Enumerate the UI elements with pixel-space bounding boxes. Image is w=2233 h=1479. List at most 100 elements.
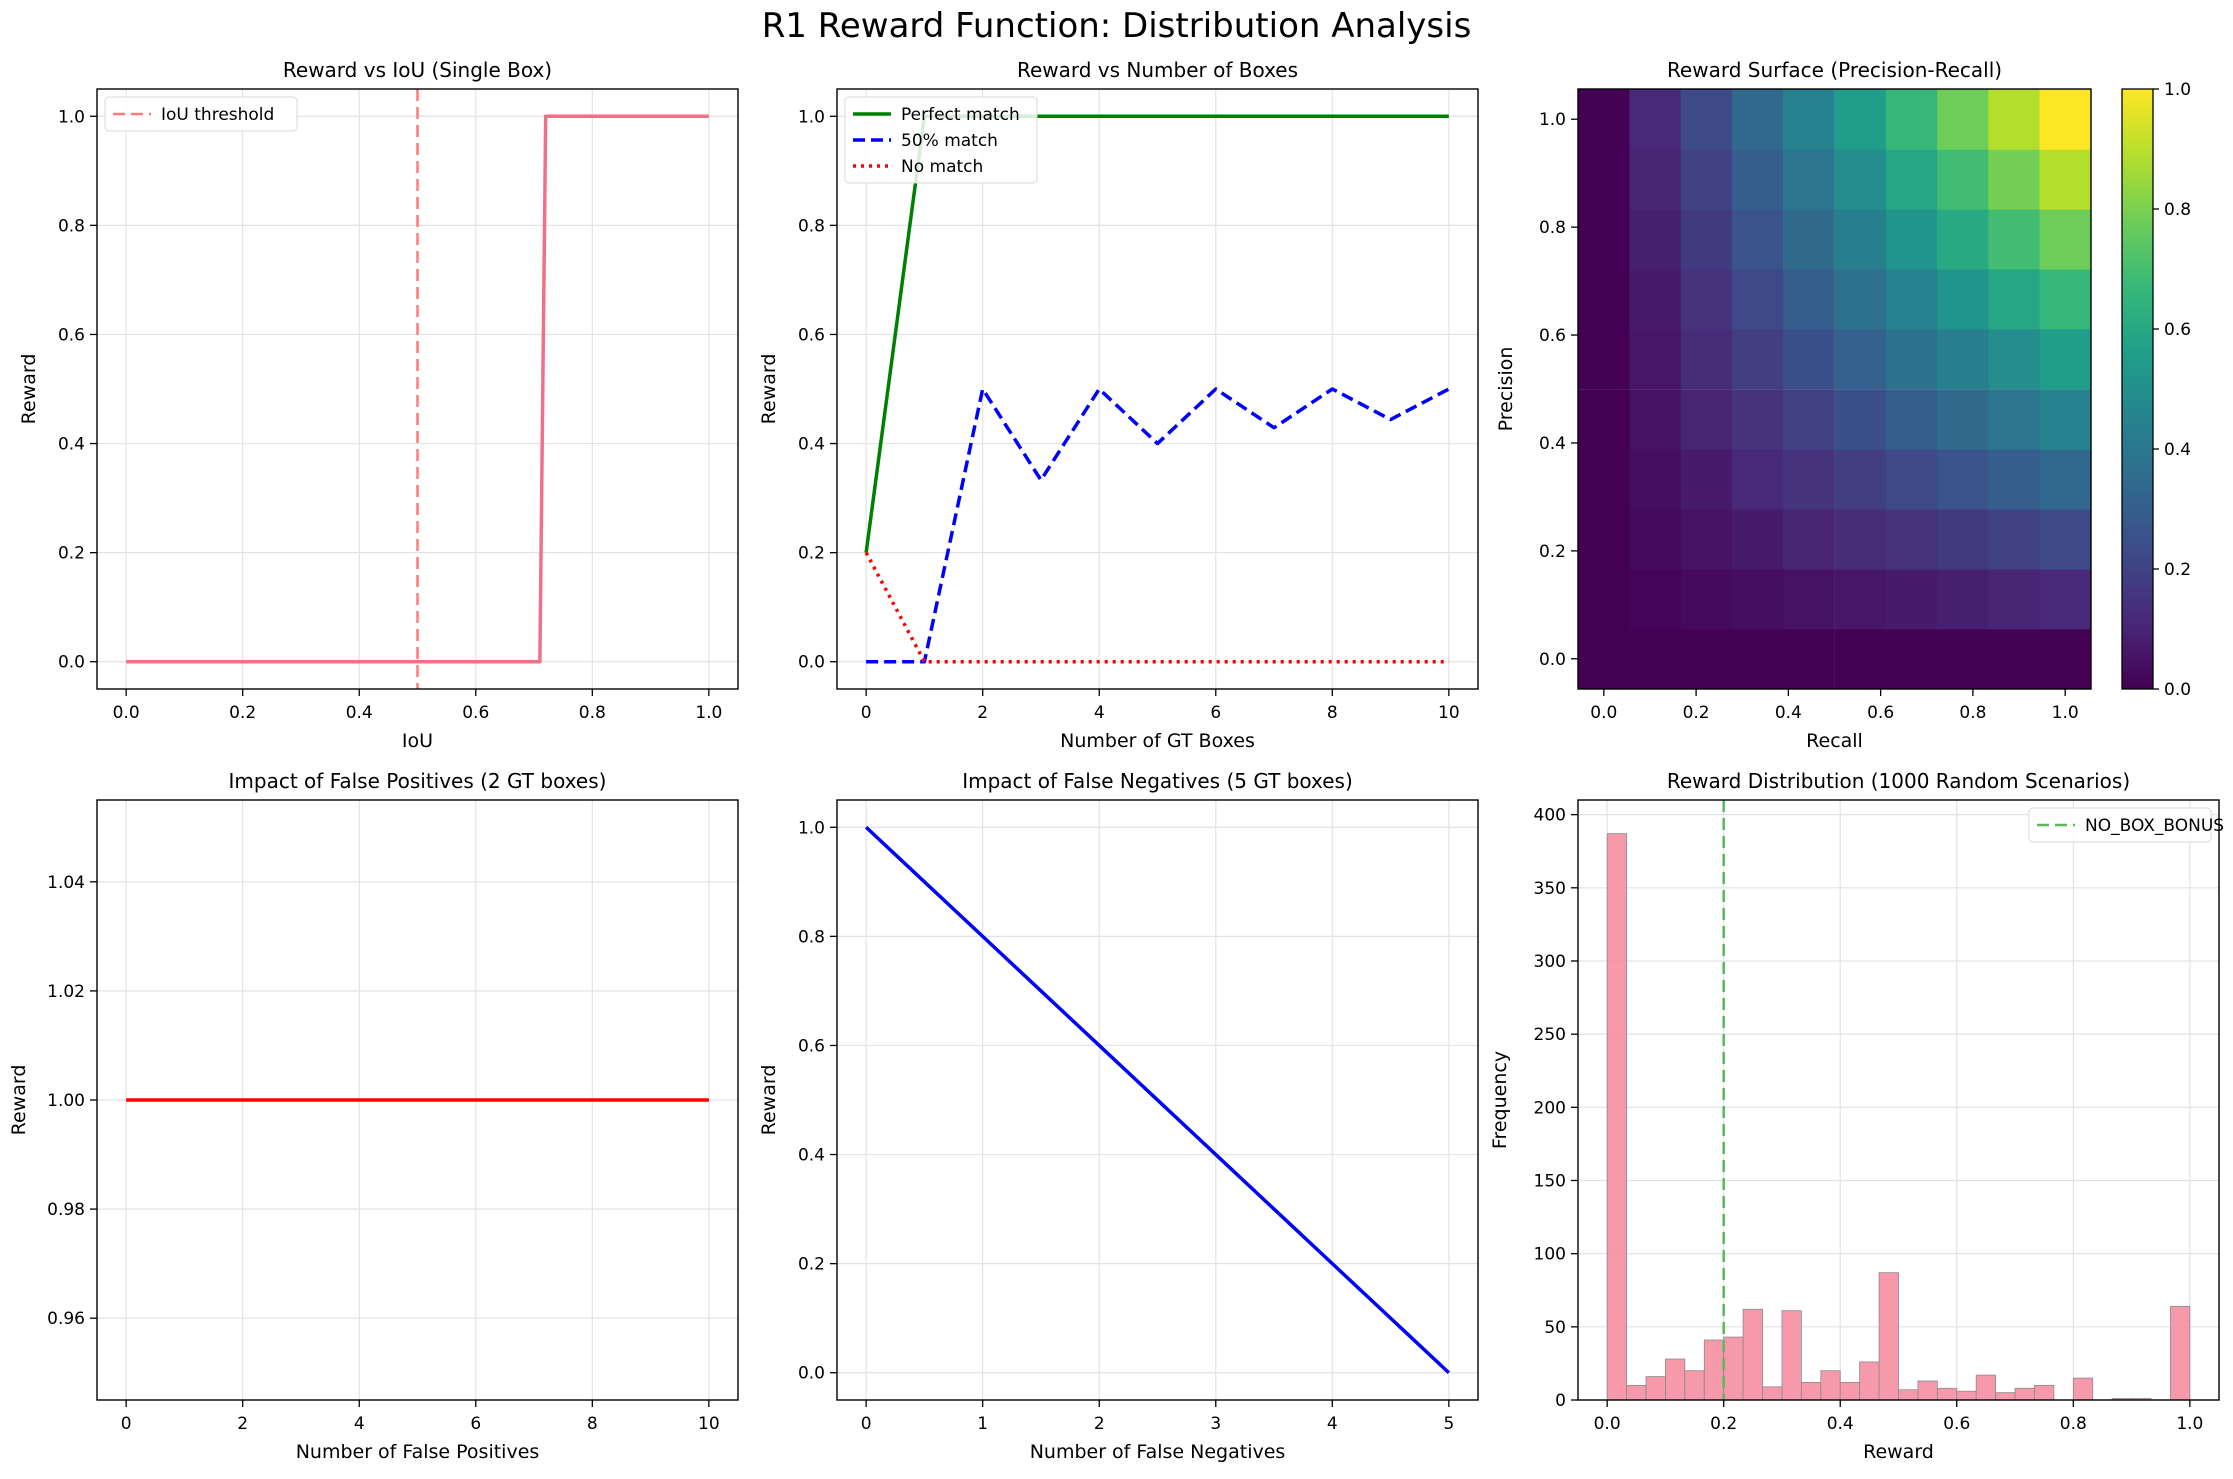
y-tick-label: 0.2: [1539, 542, 1566, 562]
histogram-bar: [2034, 1384, 2055, 1401]
heatmap-cell: [1731, 389, 1784, 450]
heatmap-cell: [1680, 568, 1733, 630]
colorbar-bar: [2121, 88, 2154, 690]
x-tick-label: 6: [1210, 703, 1221, 723]
y-tick-label: 0.2: [798, 544, 825, 564]
panel-5: 0 1 2 3 4 5 0.0 0.2 0.4 0.6 0.8 1.0 Impact of False …: [758, 769, 1479, 1463]
histogram-bar: [1742, 1308, 1763, 1401]
legend-label: No match: [901, 157, 983, 177]
panel-title: Reward Surface (Precision-Recall): [1667, 58, 2002, 82]
heatmap-cell: [1629, 449, 1682, 510]
heatmap-cell: [1783, 328, 1835, 390]
y-tick-label: 1.02: [47, 982, 85, 1002]
y-tick-label: 0.6: [1539, 326, 1566, 346]
y-axis-label: Reward: [758, 354, 780, 425]
colorbar-tick-label: 0.6: [2164, 320, 2191, 340]
heatmap-cell: [1578, 449, 1631, 510]
x-tick-label: 8: [1327, 703, 1338, 723]
heatmap-cell: [1680, 509, 1733, 570]
y-tick-label: 150: [1534, 1171, 1566, 1191]
histogram-bar: [1762, 1386, 1783, 1401]
heatmap-cell: [1680, 328, 1733, 390]
heatmap-cell: [1680, 89, 1733, 150]
heatmap-cell: [1937, 268, 1989, 330]
x-tick-label: 0.2: [1710, 1414, 1737, 1434]
y-tick-label: 0.0: [58, 653, 85, 673]
heatmap-cell: [2039, 209, 2092, 270]
y-tick-label: 0.2: [798, 1255, 825, 1275]
y-tick-label: 0.6: [798, 1036, 825, 1056]
x-tick-label: 6: [470, 1414, 481, 1434]
heatmap-cell: [1629, 328, 1682, 390]
heatmap-cell: [1783, 449, 1835, 510]
heatmap-cell: [1834, 209, 1887, 270]
heatmap-cell: [1937, 328, 1989, 390]
heatmap-cell: [1578, 389, 1631, 450]
heatmap-cell: [1680, 209, 1733, 270]
heatmap-cell: [1834, 389, 1887, 450]
y-tick-label: 0.0: [798, 653, 825, 673]
heatmap-cell: [1680, 628, 1733, 690]
heatmap-cell: [1834, 568, 1887, 630]
panel-1: 0.0 0.2 0.4 0.6 0.8 1.0 0.0 0.2 0.4 0.6 0.8 1.0 Rewa…: [18, 58, 739, 752]
heatmap-cell: [1885, 89, 1938, 150]
x-tick-label: 1.0: [695, 703, 722, 723]
heatmap-cell: [1885, 268, 1938, 330]
series-line: [864, 825, 1451, 1375]
legend-box: [844, 96, 1038, 184]
heatmap-cell: [2039, 509, 2092, 570]
x-tick-label: 0.4: [1827, 1414, 1854, 1434]
x-tick-label: 1.0: [2052, 703, 2079, 723]
x-tick-label: 0.8: [2060, 1414, 2087, 1434]
y-tick-label: 0.4: [58, 435, 85, 455]
legend: Perfect match 50% match No match: [844, 96, 1038, 184]
x-axis-label: Number of False Positives: [296, 1441, 540, 1463]
heatmap-cell: [1885, 628, 1938, 690]
colorbar-tick-label: 1.0: [2164, 80, 2191, 100]
y-tick-label: 100: [1534, 1245, 1566, 1265]
axes-frame: [1577, 799, 2220, 1401]
heatmap-cell: [1885, 449, 1938, 510]
y-tick-label: 0.6: [58, 325, 85, 345]
histogram-bar: [2072, 1377, 2094, 1401]
heatmap-cell: [1783, 149, 1835, 210]
y-tick-label: 0: [1555, 1391, 1566, 1411]
x-tick-label: 0.8: [1959, 703, 1986, 723]
histogram-bar: [1975, 1374, 1997, 1401]
x-tick-label: 0.6: [1943, 1414, 1970, 1434]
panel-title: Reward vs IoU (Single Box): [283, 58, 552, 82]
legend-box: [104, 96, 298, 132]
histogram-bar: [1665, 1358, 1686, 1401]
heatmap-cell: [1731, 268, 1784, 330]
heatmap-cell: [1629, 89, 1682, 150]
heatmap-cell: [1731, 509, 1784, 570]
heatmap-cell: [1629, 509, 1682, 570]
heatmap-cell: [1885, 209, 1938, 270]
histogram-bar: [1995, 1392, 2016, 1401]
x-tick-label: 1: [977, 1414, 988, 1434]
heatmap-cell: [1834, 89, 1887, 150]
x-tick-label: 0.4: [1775, 703, 1802, 723]
heatmap-cell: [1988, 389, 2041, 450]
x-tick-label: 3: [1210, 1414, 1221, 1434]
heatmap-cell: [1578, 328, 1631, 390]
heatmap-cell: [2039, 449, 2092, 510]
histogram-bar: [1781, 1310, 1802, 1401]
panel-title: Reward vs Number of Boxes: [1017, 58, 1298, 82]
legend-label: NO_BOX_BONUS: [2085, 816, 2224, 836]
heatmap-cell: [1937, 389, 1989, 450]
heatmap-cell: [2039, 89, 2092, 150]
x-tick-label: 0.6: [1867, 703, 1894, 723]
heatmap-cell: [1885, 568, 1938, 630]
histogram-bar: [1626, 1384, 1647, 1401]
heatmap-cell: [1578, 568, 1631, 630]
axes-frame: [836, 88, 1479, 690]
axes-frame: [836, 799, 1479, 1401]
heatmap-cell: [1578, 149, 1631, 210]
heatmap-cell: [1680, 149, 1733, 210]
x-axis-label: Recall: [1806, 730, 1863, 752]
heatmap-cell: [1783, 628, 1835, 690]
heatmap-cell: [1988, 509, 2041, 570]
heatmap-cell: [1937, 209, 1989, 270]
panel-3: 0.0 0.2 0.4 0.6 0.8 1.0 0.0 0.2 0.4 0.6 0.8 1.0 Rewa…: [1495, 58, 2092, 752]
